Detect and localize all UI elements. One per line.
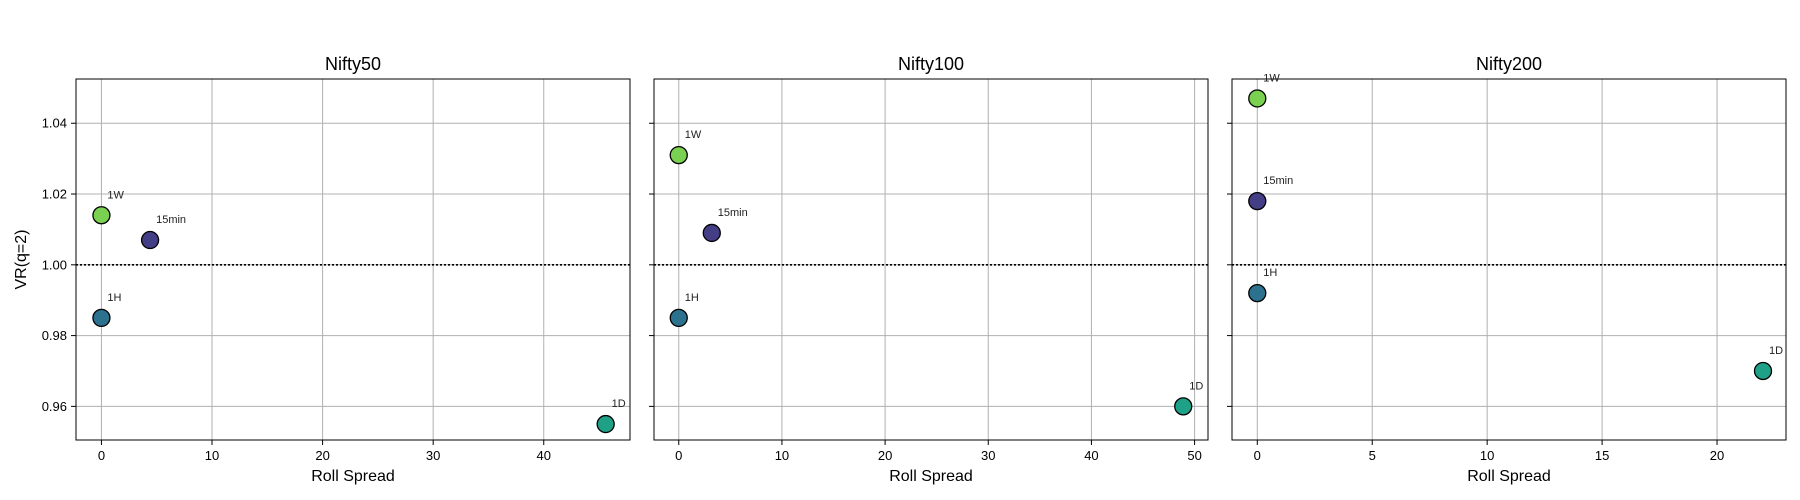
plot-frame <box>75 78 631 441</box>
data-point-label-1d: 1D <box>1769 345 1783 357</box>
x-tick-label: 5 <box>1369 448 1376 463</box>
panel-title: Nifty50 <box>325 54 381 74</box>
x-tick-label: 20 <box>878 448 892 463</box>
data-point-label-15min: 15min <box>1263 175 1293 187</box>
data-point-label-1d: 1D <box>1189 380 1203 392</box>
x-tick-label: 50 <box>1187 448 1201 463</box>
x-tick-label: 20 <box>315 448 329 463</box>
plot-frame <box>653 78 1209 441</box>
x-axis-label: Roll Spread <box>1467 468 1551 485</box>
data-point-15min <box>1248 191 1267 211</box>
data-point-1d <box>1753 361 1773 381</box>
data-point-label-15min: 15min <box>718 207 748 219</box>
data-point-1d <box>596 414 615 434</box>
x-tick-label: 15 <box>1595 448 1609 463</box>
data-point-label-1w: 1W <box>685 129 702 141</box>
x-axis-label: Roll Spread <box>311 468 395 485</box>
data-point-1w <box>669 145 688 165</box>
data-point-label-1h: 1H <box>685 292 699 304</box>
panel-nifty200: 0 5 10 15 20 Nifty200 Roll Spread 1W 15min 1H 1D <box>1227 54 1787 485</box>
data-point-15min <box>702 223 721 243</box>
data-point-label-1d: 1D <box>612 398 626 410</box>
data-point-1h <box>92 308 111 328</box>
y-tick-label: 1.00 <box>42 257 67 272</box>
x-tick-label: 0 <box>1254 448 1261 463</box>
y-tick-label: 0.98 <box>42 328 67 343</box>
x-tick-label: 10 <box>775 448 789 463</box>
panel-nifty100: 0 10 20 30 40 50 Nifty100 Roll Spread 1W 15min 1H 1… <box>649 54 1209 485</box>
panel-title: Nifty200 <box>1476 54 1542 74</box>
x-tick-label: 40 <box>537 448 551 463</box>
x-tick-label: 0 <box>675 448 682 463</box>
x-axis-label: Roll Spread <box>889 468 973 485</box>
y-tick-label: 1.02 <box>42 187 67 202</box>
x-tick-label: 10 <box>205 448 219 463</box>
panel-title: Nifty100 <box>898 54 964 74</box>
y-axis-label: VR(q=2) <box>13 229 30 289</box>
data-point-1h <box>669 308 688 328</box>
panel-nifty50: 0 10 20 30 40 0.96 0.98 1.00 1.02 1.04 Nifty50 Roll… <box>13 54 631 485</box>
data-point-label-1h: 1H <box>107 292 121 304</box>
data-point-label-15min: 15min <box>156 214 186 226</box>
data-point-1h <box>1248 283 1267 303</box>
data-point-1d <box>1174 397 1193 416</box>
x-tick-label: 20 <box>1710 448 1724 463</box>
x-tick-label: 0 <box>98 448 105 463</box>
data-point-label-1w: 1W <box>1263 72 1280 84</box>
data-point-1w <box>92 206 111 225</box>
x-tick-label: 30 <box>981 448 995 463</box>
plot-frame <box>1231 78 1787 441</box>
data-point-15min <box>140 230 160 250</box>
x-tick-label: 40 <box>1084 448 1098 463</box>
x-tick-label: 10 <box>1480 448 1494 463</box>
data-point-label-1h: 1H <box>1263 267 1277 279</box>
data-point-1w <box>1248 89 1267 108</box>
y-tick-label: 1.04 <box>42 116 67 131</box>
data-point-label-1w: 1W <box>107 189 124 201</box>
x-tick-label: 30 <box>426 448 440 463</box>
y-tick-label: 0.96 <box>42 399 67 414</box>
